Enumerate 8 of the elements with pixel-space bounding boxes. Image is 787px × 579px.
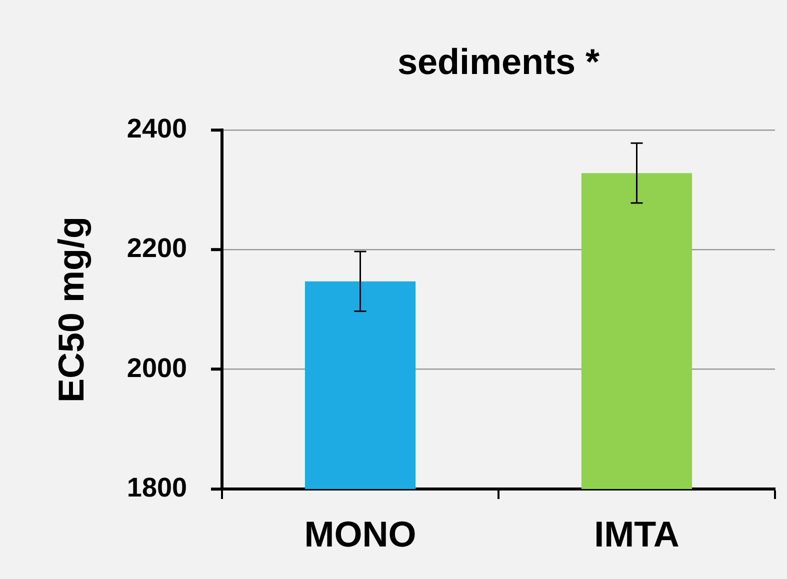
x-tick-label: IMTA [594, 514, 680, 555]
y-tick-label: 1800 [126, 472, 187, 502]
y-tick-label: 2400 [126, 113, 187, 144]
y-tick-label: 2000 [126, 352, 187, 383]
y-tick-label: 2200 [126, 233, 187, 264]
y-axis-title: EC50 mg/g [50, 216, 92, 403]
chart-title: sediments * [397, 40, 600, 82]
x-tick-label: MONO [304, 514, 416, 555]
